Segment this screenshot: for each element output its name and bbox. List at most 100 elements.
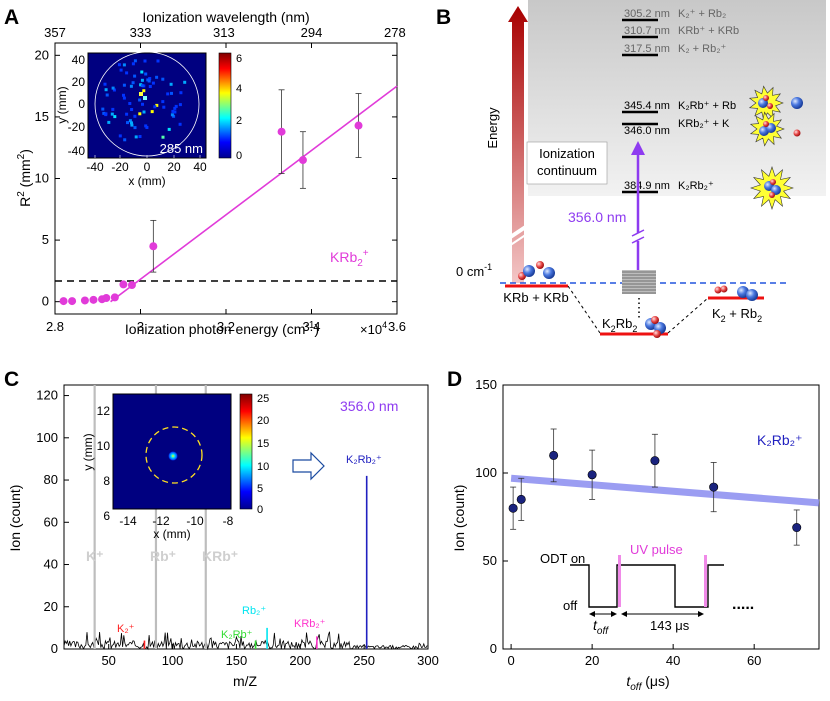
panel-a-colorbar-tick-label: 0 — [236, 150, 242, 162]
panel-b-reactant-molecules — [518, 261, 555, 280]
panel-a-inset-pixels — [101, 59, 187, 142]
panel-b-continuum-line2: continuum — [537, 163, 597, 178]
panel-a-inset-pixel — [102, 111, 106, 115]
panel-c-y-tick-label: 20 — [44, 599, 58, 614]
panel-a-inset-pixel — [122, 96, 126, 100]
panel-a-inset-pixel — [104, 113, 108, 117]
panel-a-bottom-tick-label: 3 — [137, 319, 144, 334]
panel-a-inset-pixel — [171, 109, 175, 113]
panel-c-x-tick-label: 250 — [353, 653, 375, 668]
panel-d-uv-pulse-label: UV pulse — [630, 542, 683, 557]
panel-a-inset-pixel — [122, 93, 125, 97]
panel-a-inset-pixel — [173, 110, 177, 114]
panel-a-bottom-tick-label: 3.2 — [217, 319, 235, 334]
panel-a-inset-pixel — [147, 79, 151, 83]
panel-c-inset-ytick-label: 6 — [103, 509, 110, 523]
panel-a-y-tick-label: 20 — [35, 47, 49, 62]
panel-c-x-tick-label: 300 — [417, 653, 439, 668]
panel-a-inset-pixel — [178, 122, 182, 126]
panel-d-species: K₂Rb₂⁺ — [757, 432, 803, 448]
panel-b-burst-krb2 — [749, 111, 801, 147]
panel-a-top-tick-label: 357 — [44, 25, 66, 40]
panel-a-inset-pixel — [150, 110, 154, 114]
panel-b-energy-arrow — [508, 6, 528, 283]
panel-a-inset-pixel — [161, 77, 165, 81]
panel-c-inset-xlabel: x (mm) — [153, 527, 190, 541]
panel-c-x-tick-label: 200 — [289, 653, 311, 668]
panel-d-data-point — [709, 482, 719, 492]
panel-a-inset-pixel — [148, 77, 152, 80]
panel-c-y-tick-label: 60 — [44, 514, 58, 529]
panel-c-letter: C — [4, 368, 19, 391]
panel-a-inset-pixel — [118, 134, 122, 138]
panel-a-inset-pixel — [119, 68, 123, 72]
panel-a-inset-colorbar — [218, 52, 232, 159]
panel-a-inset-pixel — [140, 78, 144, 82]
panel-a-inset-pixel — [155, 75, 159, 79]
panel-c-colorbar-tick-label: 5 — [257, 483, 263, 495]
panel-c-x-tick-label: 100 — [162, 653, 184, 668]
panel-d-period-dimension — [621, 611, 704, 617]
panel-a-inset-pixel — [183, 80, 187, 84]
panel-b-level-wavelength: 310.7 nm — [624, 25, 670, 37]
panel-b-level-wavelength: 384.9 nm — [624, 180, 670, 192]
panel-a-species-label: KRb2+ — [330, 248, 369, 269]
panel-c-ylabel: Ion (count) — [7, 485, 23, 552]
panel-a-inset-pixel — [133, 59, 137, 63]
panel-a-bottom-ticks: 2.8 3 3.2 3.4 3.6 — [46, 43, 406, 334]
panel-d-y-tick-label: 100 — [475, 465, 497, 480]
panel-d-xlabel: toff (μs) — [626, 673, 669, 693]
panel-b-level-species: K₂⁺ + Rb₂ — [678, 8, 726, 20]
panel-c-colorbar-tick-label: 20 — [257, 415, 269, 427]
panel-a-inset-xtick-label: 40 — [193, 160, 207, 174]
panel-d-x-tick-label: 60 — [747, 653, 761, 668]
panel-a-inset-pixel — [123, 138, 127, 142]
panel-a-top-tick-label: 313 — [213, 25, 235, 40]
panel-b-level-wavelength: 305.2 nm — [624, 8, 670, 20]
panel-a: A Ionization wavelength (nm) 357 333 313 29… — [4, 6, 406, 337]
panel-a-inset-colorbar-ticks: 6 4 2 0 — [236, 53, 242, 162]
panel-a-inset-pixel — [101, 107, 105, 111]
panel-a-inset-pixel — [161, 100, 165, 104]
panel-a-data-point — [298, 156, 307, 165]
panel-a-inset-pixel — [151, 81, 155, 85]
panel-b-letter: B — [436, 6, 451, 29]
panel-a-xlabel: Ionization photon energy (cm-1) — [125, 320, 319, 337]
panel-a-inset-pixel — [156, 59, 160, 63]
panel-a-inset-pixel — [143, 59, 147, 63]
panel-c-arrow-icon — [292, 451, 325, 481]
panel-a-inset-xtick-label: 20 — [167, 160, 181, 174]
panel-a-inset-pixel — [126, 121, 129, 125]
panel-b-axis-break-1 — [507, 224, 529, 240]
panel-a-inset-pixel — [169, 82, 173, 86]
panel-b-resonance-lines — [622, 271, 656, 294]
panel-d-x-tick-label: 20 — [585, 653, 599, 668]
panel-b-complex-molecule — [645, 316, 666, 338]
panel-a-y-tick-label: 10 — [35, 171, 49, 186]
panel-a-inset-pixel — [130, 108, 134, 111]
panel-d-data-point — [508, 503, 518, 513]
panel-d-ellipsis: ..... — [732, 596, 754, 613]
panel-b-level-species: K₂ + Rb₂⁺ — [678, 43, 726, 55]
panel-a-data-point — [354, 121, 363, 130]
panel-b-laser-label: 356.0 nm — [568, 209, 626, 225]
panel-c-inset-yticks: 12 10 8 6 — [97, 404, 111, 523]
panel-a-inset-pixel — [174, 104, 178, 108]
panel-a-inset-xtick-label: 0 — [144, 160, 151, 174]
panel-b-level-species: K₂Rb₂⁺ — [678, 180, 714, 192]
panel-a-top-tick-label: 294 — [301, 25, 323, 40]
panel-a-inset-pixel — [173, 106, 177, 110]
panel-a-inset-pixel — [133, 114, 137, 118]
panel-d-odt-off-label: off — [563, 598, 578, 613]
panel-a-inset-pixel — [167, 127, 171, 131]
panel-d-x-tick-label: 0 — [507, 653, 514, 668]
panel-a-inset-pixel — [111, 86, 115, 90]
panel-c-label-k2rb2: K₂Rb₂⁺ — [346, 454, 382, 466]
panel-a-bottom-tick-label: 3.4 — [302, 319, 320, 334]
panel-d-y-tick-label: 150 — [475, 377, 497, 392]
panel-c-colorbar-tick-label: 25 — [257, 393, 269, 405]
panel-a-data-point — [89, 295, 98, 304]
panel-a-inset-pixel — [161, 135, 165, 139]
